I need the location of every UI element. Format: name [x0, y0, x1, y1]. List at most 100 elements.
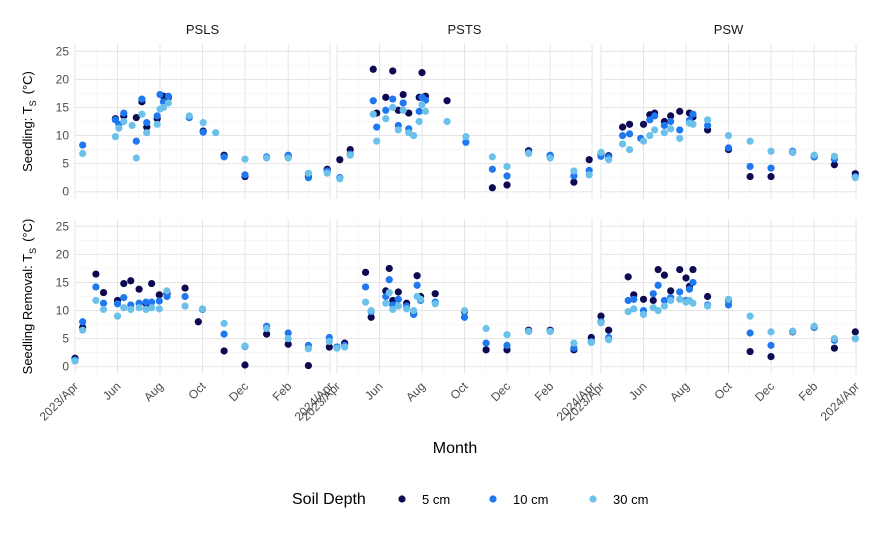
- data-point-30-cm: [630, 305, 638, 313]
- data-point-30-cm: [625, 145, 634, 154]
- data-point-5-cm: [639, 295, 648, 303]
- data-point-30-cm: [241, 342, 249, 350]
- data-point-5-cm: [127, 277, 135, 285]
- data-point-5-cm: [367, 313, 375, 321]
- data-point-30-cm: [181, 302, 189, 310]
- data-point-30-cm: [810, 151, 818, 159]
- data-point-5-cm: [830, 344, 839, 352]
- data-point-10-cm: [138, 95, 146, 103]
- data-point-30-cm: [132, 154, 140, 162]
- y-tick-label: 25: [56, 219, 70, 233]
- facet-label-psw: PSW: [714, 22, 744, 37]
- data-point-10-cm: [132, 137, 140, 145]
- data-point-30-cm: [99, 305, 108, 314]
- data-point-5-cm: [625, 120, 634, 128]
- data-point-30-cm: [746, 137, 754, 145]
- data-point-10-cm: [660, 121, 669, 130]
- data-point-10-cm: [724, 144, 733, 152]
- data-point-10-cm: [181, 292, 189, 301]
- data-point-30-cm: [689, 120, 697, 128]
- y-tick-label: 5: [62, 332, 69, 346]
- data-point-5-cm: [155, 291, 163, 299]
- data-point-5-cm: [431, 290, 439, 298]
- data-point-10-cm: [241, 171, 249, 179]
- data-point-30-cm: [667, 296, 675, 305]
- data-point-5-cm: [746, 172, 754, 181]
- data-point-30-cm: [79, 149, 87, 158]
- data-point-30-cm: [153, 120, 161, 128]
- data-point-30-cm: [676, 134, 684, 142]
- data-point-5-cm: [488, 184, 496, 192]
- data-point-5-cm: [413, 272, 421, 280]
- data-point-5-cm: [767, 352, 775, 361]
- data-point-30-cm: [142, 305, 150, 314]
- data-point-10-cm: [462, 138, 470, 146]
- data-point-30-cm: [830, 335, 839, 343]
- x-tick-label: 2024/Apr: [818, 379, 862, 423]
- data-point-10-cm: [113, 300, 122, 308]
- data-point-30-cm: [341, 343, 349, 351]
- data-point-30-cm: [525, 149, 533, 158]
- panel-psts-seedling: [336, 44, 593, 199]
- data-point-10-cm: [630, 295, 638, 303]
- data-point-30-cm: [163, 287, 171, 295]
- data-point-10-cm: [488, 165, 496, 173]
- data-point-30-cm: [546, 154, 554, 162]
- data-point-5-cm: [746, 347, 754, 356]
- data-point-10-cm: [503, 172, 511, 180]
- data-point-30-cm: [704, 302, 712, 310]
- data-point-5-cm: [361, 268, 370, 276]
- data-point-30-cm: [789, 148, 797, 156]
- y-tick-label: 20: [56, 72, 70, 86]
- points-psls-seedling-removal: [71, 270, 333, 370]
- data-point-30-cm: [120, 304, 128, 312]
- data-point-10-cm: [654, 281, 662, 289]
- data-point-10-cm: [660, 296, 669, 305]
- data-point-10-cm: [667, 117, 675, 126]
- data-point-5-cm: [649, 296, 657, 305]
- data-point-30-cm: [460, 306, 469, 315]
- x-tick-label: Dec: [226, 379, 251, 404]
- data-point-10-cm: [156, 90, 164, 99]
- data-point-30-cm: [417, 295, 425, 303]
- data-point-10-cm: [120, 109, 128, 117]
- data-point-30-cm: [851, 335, 859, 343]
- data-point-5-cm: [660, 271, 669, 279]
- data-point-10-cm: [676, 126, 684, 134]
- data-point-10-cm: [689, 110, 697, 118]
- points-psw-seedling: [597, 107, 859, 182]
- data-point-10-cm: [382, 106, 390, 114]
- data-point-30-cm: [346, 151, 354, 159]
- data-point-30-cm: [639, 137, 648, 145]
- data-point-30-cm: [385, 288, 393, 297]
- data-point-5-cm: [682, 274, 690, 282]
- data-point-30-cm: [746, 312, 754, 320]
- data-point-5-cm: [399, 90, 407, 99]
- data-point-10-cm: [570, 344, 578, 352]
- data-point-30-cm: [79, 326, 87, 334]
- data-point-30-cm: [263, 154, 271, 162]
- data-point-10-cm: [199, 128, 207, 136]
- data-point-10-cm: [394, 295, 402, 303]
- data-point-10-cm: [389, 95, 397, 103]
- data-point-5-cm: [369, 65, 377, 73]
- data-point-10-cm: [646, 116, 654, 124]
- x-tick-label: Jun: [362, 379, 386, 403]
- x-tick-label: Oct: [448, 379, 472, 403]
- data-point-30-cm: [284, 335, 292, 343]
- data-point-30-cm: [148, 304, 156, 312]
- data-point-5-cm: [92, 270, 100, 278]
- data-point-30-cm: [394, 302, 402, 310]
- data-point-5-cm: [336, 156, 344, 164]
- data-point-30-cm: [159, 103, 168, 112]
- data-point-10-cm: [369, 97, 377, 105]
- y-tick-label: 20: [56, 247, 70, 261]
- data-point-10-cm: [415, 107, 423, 115]
- data-point-5-cm: [443, 97, 451, 105]
- data-point-5-cm: [624, 273, 632, 281]
- data-point-30-cm: [462, 133, 470, 141]
- data-point-10-cm: [413, 281, 421, 289]
- data-point-5-cm: [619, 123, 627, 131]
- data-point-30-cm: [220, 319, 228, 328]
- data-point-10-cm: [120, 294, 128, 302]
